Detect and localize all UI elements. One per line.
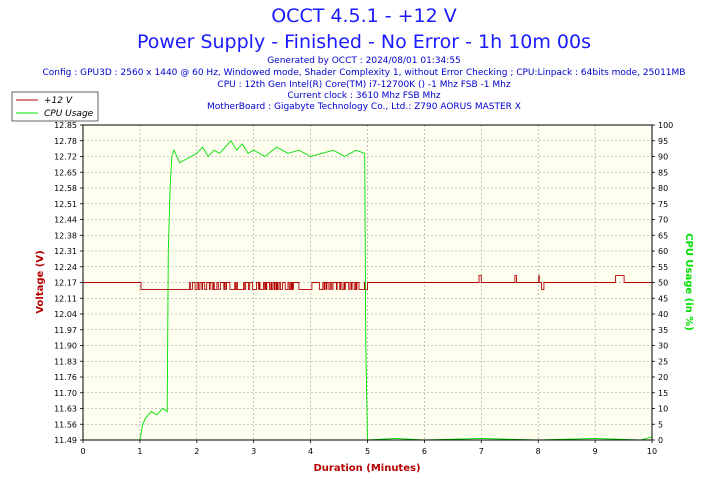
chart-subtitle: Power Supply - Finished - No Error - 1h … <box>136 31 592 53</box>
generated-info: Generated by OCCT : 2024/08/01 01:34:55 <box>267 56 461 66</box>
x-tick-label: 6 <box>422 447 427 456</box>
y2-tick-label: 30 <box>658 342 668 351</box>
x-tick-label: 4 <box>308 447 313 456</box>
y2-tick-label: 40 <box>658 310 668 319</box>
motherboard-info: MotherBoard : Gigabyte Technology Co., L… <box>207 102 521 112</box>
series-layer <box>83 140 653 441</box>
y-tick-label: 12.65 <box>54 168 77 177</box>
y-tick-label: 12.51 <box>54 200 77 209</box>
y2-tick-label: 25 <box>658 357 668 366</box>
y2-tick-label: 95 <box>658 137 668 146</box>
y-tick-label: 12.38 <box>54 231 77 240</box>
y-tick-label: 11.83 <box>54 357 77 366</box>
clock-info: Current clock : 3610 Mhz FSB Mhz <box>287 91 441 101</box>
x-tick-label: 1 <box>137 447 142 456</box>
y2-tick-label: 5 <box>658 420 663 429</box>
y2-tick-label: 45 <box>658 294 668 303</box>
x-axis-title: Duration (Minutes) <box>313 463 420 474</box>
y-tick-label: 11.49 <box>54 436 77 445</box>
cpu-usage-series-line <box>83 140 653 441</box>
x-tick-label: 2 <box>194 447 199 456</box>
y-tick-label: 12.72 <box>54 153 77 162</box>
y-tick-label: 11.90 <box>54 342 77 351</box>
y2-tick-label: 50 <box>658 279 668 288</box>
y-tick-label: 12.04 <box>54 310 77 319</box>
x-tick-label: 8 <box>536 447 541 456</box>
y2-tick-label: 20 <box>658 373 668 382</box>
y2-axis-title: CPU Usage (in %) <box>683 233 694 331</box>
legend-box <box>11 91 99 122</box>
y2-tick-label: 90 <box>658 153 668 162</box>
y-tick-label: 12.17 <box>54 279 77 288</box>
y2-tick-label: 70 <box>658 216 668 225</box>
y2-tick-label: 80 <box>658 184 668 193</box>
y-tick-label: 12.24 <box>54 263 77 272</box>
legend-label-voltage: +12 V <box>44 96 73 106</box>
y-tick-label: 11.63 <box>54 405 77 414</box>
x-tick-label: 3 <box>251 447 256 456</box>
y-axis-title: Voltage (V) <box>35 250 46 313</box>
y2-tick-label: 85 <box>658 168 668 177</box>
y2-tick-label: 10 <box>658 405 668 414</box>
x-tick-label: 10 <box>647 447 657 456</box>
y2-tick-label: 35 <box>658 326 668 335</box>
ticks-layer: 0 1 2 3 4 5 6 7 8 9 1011.4911.5611.6311.7011.7611.… <box>54 121 673 456</box>
y-tick-label: 11.97 <box>54 326 77 335</box>
x-tick-label: 9 <box>593 447 598 456</box>
y-tick-label: 11.56 <box>54 420 77 429</box>
y2-tick-label: 65 <box>658 231 668 240</box>
y-tick-label: 12.78 <box>54 137 77 146</box>
y2-tick-label: 100 <box>658 121 673 130</box>
cpu-info: CPU : 12th Gen Intel(R) Core(TM) i7-1270… <box>217 80 511 90</box>
y2-tick-label: 0 <box>658 436 663 445</box>
voltage-series-line <box>83 275 652 290</box>
y-tick-label: 11.76 <box>54 373 77 382</box>
y-tick-label: 12.31 <box>54 247 77 256</box>
x-tick-label: 5 <box>365 447 370 456</box>
y-tick-label: 12.85 <box>54 121 77 130</box>
x-tick-label: 7 <box>479 447 484 456</box>
y2-tick-label: 75 <box>658 200 668 209</box>
y-tick-label: 12.58 <box>54 184 77 193</box>
chart-title: OCCT 4.5.1 - +12 V <box>271 5 457 27</box>
x-tick-label: 0 <box>80 447 85 456</box>
y-tick-label: 11.70 <box>54 389 77 398</box>
y2-tick-label: 15 <box>658 389 668 398</box>
y2-tick-label: 55 <box>658 263 668 272</box>
legend-label-cpu: CPU Usage <box>44 109 94 119</box>
config-info: Config : GPU3D : 2560 x 1440 @ 60 Hz, Wi… <box>42 68 686 78</box>
y2-tick-label: 60 <box>658 247 668 256</box>
legend: +12 V CPU Usage <box>11 91 99 122</box>
y-tick-label: 12.11 <box>54 294 77 303</box>
y-tick-label: 12.44 <box>54 216 77 225</box>
